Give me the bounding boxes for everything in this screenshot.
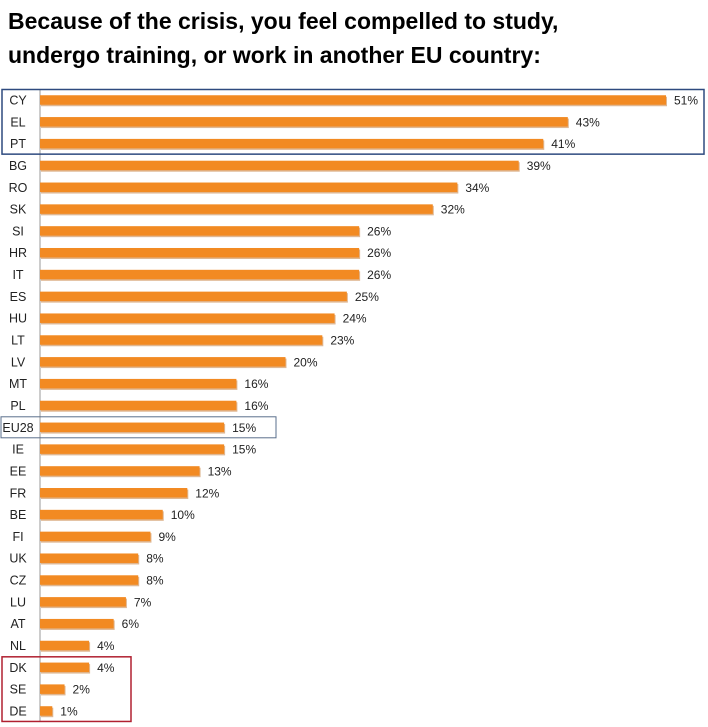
bar-ro [40,182,458,193]
value-label-nl: 4% [97,639,115,653]
value-label-fi: 9% [158,530,176,544]
value-label-mt: 16% [244,377,268,391]
value-label-el: 43% [576,115,600,129]
category-label-es: ES [10,290,27,304]
value-label-sk: 32% [441,203,465,217]
category-label-be: BE [10,508,27,522]
category-label-nl: NL [10,639,26,653]
value-label-lt: 23% [330,334,354,348]
value-label-lu: 7% [134,595,152,609]
chart-title-line-1: Because of the crisis, you feel compelle… [8,8,559,34]
category-label-pt: PT [10,137,26,151]
value-label-fr: 12% [195,486,219,500]
bar-dk [40,662,90,673]
category-label-cz: CZ [10,574,27,588]
bar-it [40,269,360,280]
value-label-ro: 34% [465,181,489,195]
bar-uk [40,553,139,563]
value-label-it: 26% [367,268,391,282]
value-label-pl: 16% [244,399,268,413]
value-label-dk: 4% [97,661,115,675]
category-label-ro: RO [9,181,28,195]
value-label-de: 1% [60,704,78,718]
category-label-cy: CY [9,94,27,108]
category-label-uk: UK [9,552,27,566]
category-label-eu28: EU28 [2,421,33,435]
bar-hr [40,247,360,258]
bar-cz [40,575,139,585]
category-label-lu: LU [10,595,26,609]
bar-mt [40,378,237,389]
bar-be [40,509,163,520]
category-label-ie: IE [12,443,24,457]
value-label-eu28: 15% [232,421,256,435]
category-label-fi: FI [12,530,23,544]
chart-title: Because of the crisis, you feel compelle… [8,4,698,72]
category-label-lt: LT [11,334,25,348]
category-label-bg: BG [9,159,27,173]
category-label-mt: MT [9,377,27,391]
bar-nl [40,640,90,651]
category-label-se: SE [10,683,27,697]
value-label-pt: 41% [551,137,575,151]
bar-lv [40,357,286,367]
bar-es [40,291,347,302]
value-label-be: 10% [171,508,195,522]
bar-at [40,618,114,629]
bar-fi [40,531,151,542]
bar-hu [40,313,335,323]
value-label-se: 2% [73,683,91,697]
category-label-hr: HR [9,246,27,260]
bar-ee [40,466,200,476]
bar-lu [40,597,126,607]
bar-ie [40,444,225,454]
value-label-bg: 39% [527,159,551,173]
bar-pt [40,138,544,149]
bar-lt [40,335,323,345]
bar-fr [40,488,188,498]
category-label-dk: DK [9,661,27,675]
bar-de [40,706,53,716]
bar-sk [40,204,433,214]
bar-cy [40,95,666,105]
category-label-it: IT [12,268,23,282]
chart-title-line-2: undergo training, or work in another EU … [8,42,541,68]
category-label-hu: HU [9,312,27,326]
value-label-lv: 20% [293,355,317,369]
value-label-cy: 51% [674,94,698,108]
value-label-uk: 8% [146,552,164,566]
category-label-si: SI [12,224,24,238]
category-label-ee: EE [10,464,27,478]
category-label-at: AT [10,617,25,631]
highlight-frame-bottom [1,656,132,723]
category-label-lv: LV [11,355,26,369]
bar-bg [40,160,519,171]
value-label-ie: 15% [232,443,256,457]
bar-pl [40,400,237,411]
category-label-el: EL [10,115,25,129]
value-label-hu: 24% [343,312,367,326]
bar-si [40,226,360,236]
category-label-sk: SK [10,203,27,217]
bar-el [40,117,568,127]
value-label-es: 25% [355,290,379,304]
value-label-at: 6% [122,617,140,631]
value-label-cz: 8% [146,574,164,588]
highlight-frame-eu [0,416,277,439]
value-label-hr: 26% [367,246,391,260]
category-label-de: DE [9,704,26,718]
bar-se [40,684,65,694]
value-label-si: 26% [367,224,391,238]
category-label-pl: PL [10,399,25,413]
highlight-frame-top [1,88,705,155]
value-label-ee: 13% [208,464,232,478]
category-label-fr: FR [10,486,27,500]
bar-eu28 [40,422,225,433]
